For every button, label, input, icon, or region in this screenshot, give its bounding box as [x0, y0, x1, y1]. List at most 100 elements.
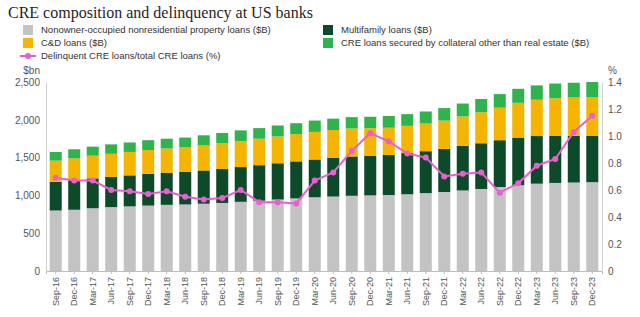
x-tick-label: Dec-20: [365, 277, 375, 306]
bar: [142, 140, 154, 150]
tick-mark: [240, 271, 241, 274]
bar: [290, 198, 302, 271]
bar: [235, 141, 247, 167]
bar: [327, 158, 339, 197]
x-tick-label: Mar-18: [162, 277, 172, 306]
tick-mark: [555, 271, 556, 274]
tick-mark: [111, 271, 112, 274]
bar: [383, 116, 395, 128]
tick-mark: [74, 271, 75, 274]
bar: [531, 184, 543, 271]
point: [515, 180, 521, 186]
point: [71, 178, 77, 184]
bar: [216, 143, 228, 169]
point: [312, 178, 318, 184]
bar: [383, 195, 395, 271]
bar: [586, 82, 598, 97]
x-tick: Dec-19: [291, 271, 301, 306]
point: [256, 199, 262, 205]
point: [404, 151, 410, 157]
bar: [253, 201, 265, 271]
bar: [105, 207, 117, 271]
bar: [346, 156, 358, 195]
axis-line: [47, 272, 603, 275]
point: [423, 155, 429, 161]
bar: [586, 182, 598, 271]
bar: [198, 204, 210, 271]
bar: [253, 128, 265, 139]
bar: [512, 103, 524, 138]
bar: [50, 211, 62, 271]
bar: [235, 130, 247, 141]
bar: [87, 156, 99, 179]
point: [534, 163, 540, 169]
x-tick: Dec-20: [365, 271, 375, 306]
point: [219, 195, 225, 201]
x-tick-label: Jun-21: [402, 277, 412, 305]
bar: [309, 197, 321, 271]
x-tick-label: Sep-22: [495, 277, 505, 306]
legend-swatch: [23, 25, 33, 35]
bar: [50, 182, 62, 211]
tick-mark: [462, 271, 463, 274]
bar: [549, 84, 561, 99]
legend: Nonowner-occupied nonresidential propert…: [20, 24, 589, 61]
x-tick-label: Mar-23: [532, 277, 542, 306]
bar: [272, 200, 284, 271]
x-tick: Dec-22: [513, 271, 523, 306]
point: [386, 138, 392, 144]
legend-label: Multifamily loans ($B): [341, 24, 432, 35]
bar: [401, 153, 413, 194]
bar: [586, 136, 598, 182]
x-tick: Mar-18: [162, 271, 172, 306]
legend-label: Nonowner-occupied nonresidential propert…: [41, 24, 271, 35]
bar: [68, 149, 80, 158]
x-tick-label: Mar-17: [88, 277, 98, 306]
legend-item: Delinquent CRE loans/total CRE loans (%): [20, 50, 221, 61]
y-tick-label: 1,500: [15, 152, 40, 163]
y2-tick: 1.4: [602, 77, 622, 88]
bar-series: [50, 136, 599, 211]
tick-mark: [536, 271, 537, 274]
bar: [420, 193, 432, 271]
legend-label: CRE loans secured by collateral other th…: [341, 37, 589, 48]
x-tick: Sep-17: [125, 271, 135, 306]
bar: [142, 174, 154, 206]
bar: [512, 89, 524, 103]
bar: [235, 167, 247, 202]
point: [182, 194, 188, 200]
x-tick-label: Jun-19: [254, 277, 264, 305]
x-tick-label: Sep-19: [273, 277, 283, 306]
x-tick-label: Jun-22: [476, 277, 486, 305]
bar: [68, 180, 80, 209]
bar: [179, 204, 191, 271]
bar: [438, 149, 450, 192]
y-tick: 500: [23, 228, 46, 239]
bar: [142, 150, 154, 174]
bar: [420, 124, 432, 152]
y-axis-title: $bn: [23, 65, 40, 76]
legend-item: CRE loans secured by collateral other th…: [323, 37, 589, 48]
point: [571, 129, 577, 135]
bar: [420, 111, 432, 123]
x-tick: Sep-23: [569, 271, 579, 306]
bar: [105, 154, 117, 177]
tick-mark: [259, 271, 260, 274]
y2-tick: 1.0: [602, 131, 622, 142]
x-tick-label: Dec-16: [69, 277, 79, 306]
bar: [327, 197, 339, 271]
point: [478, 169, 484, 175]
legend-label: C&D loans ($B): [41, 37, 107, 48]
bar: [198, 135, 210, 145]
x-tick: Dec-23: [587, 271, 597, 306]
legend-item: C&D loans ($B): [23, 37, 107, 48]
point: [497, 190, 503, 196]
bar: [549, 136, 561, 183]
tick-mark: [222, 271, 223, 274]
y2-tick: 0.6: [602, 185, 622, 196]
x-tick: Sep-21: [421, 271, 431, 306]
y2-tick: 0.4: [602, 212, 622, 223]
tick-mark: [481, 271, 482, 274]
bar: [475, 143, 487, 189]
legend-item: Multifamily loans ($B): [323, 24, 432, 35]
